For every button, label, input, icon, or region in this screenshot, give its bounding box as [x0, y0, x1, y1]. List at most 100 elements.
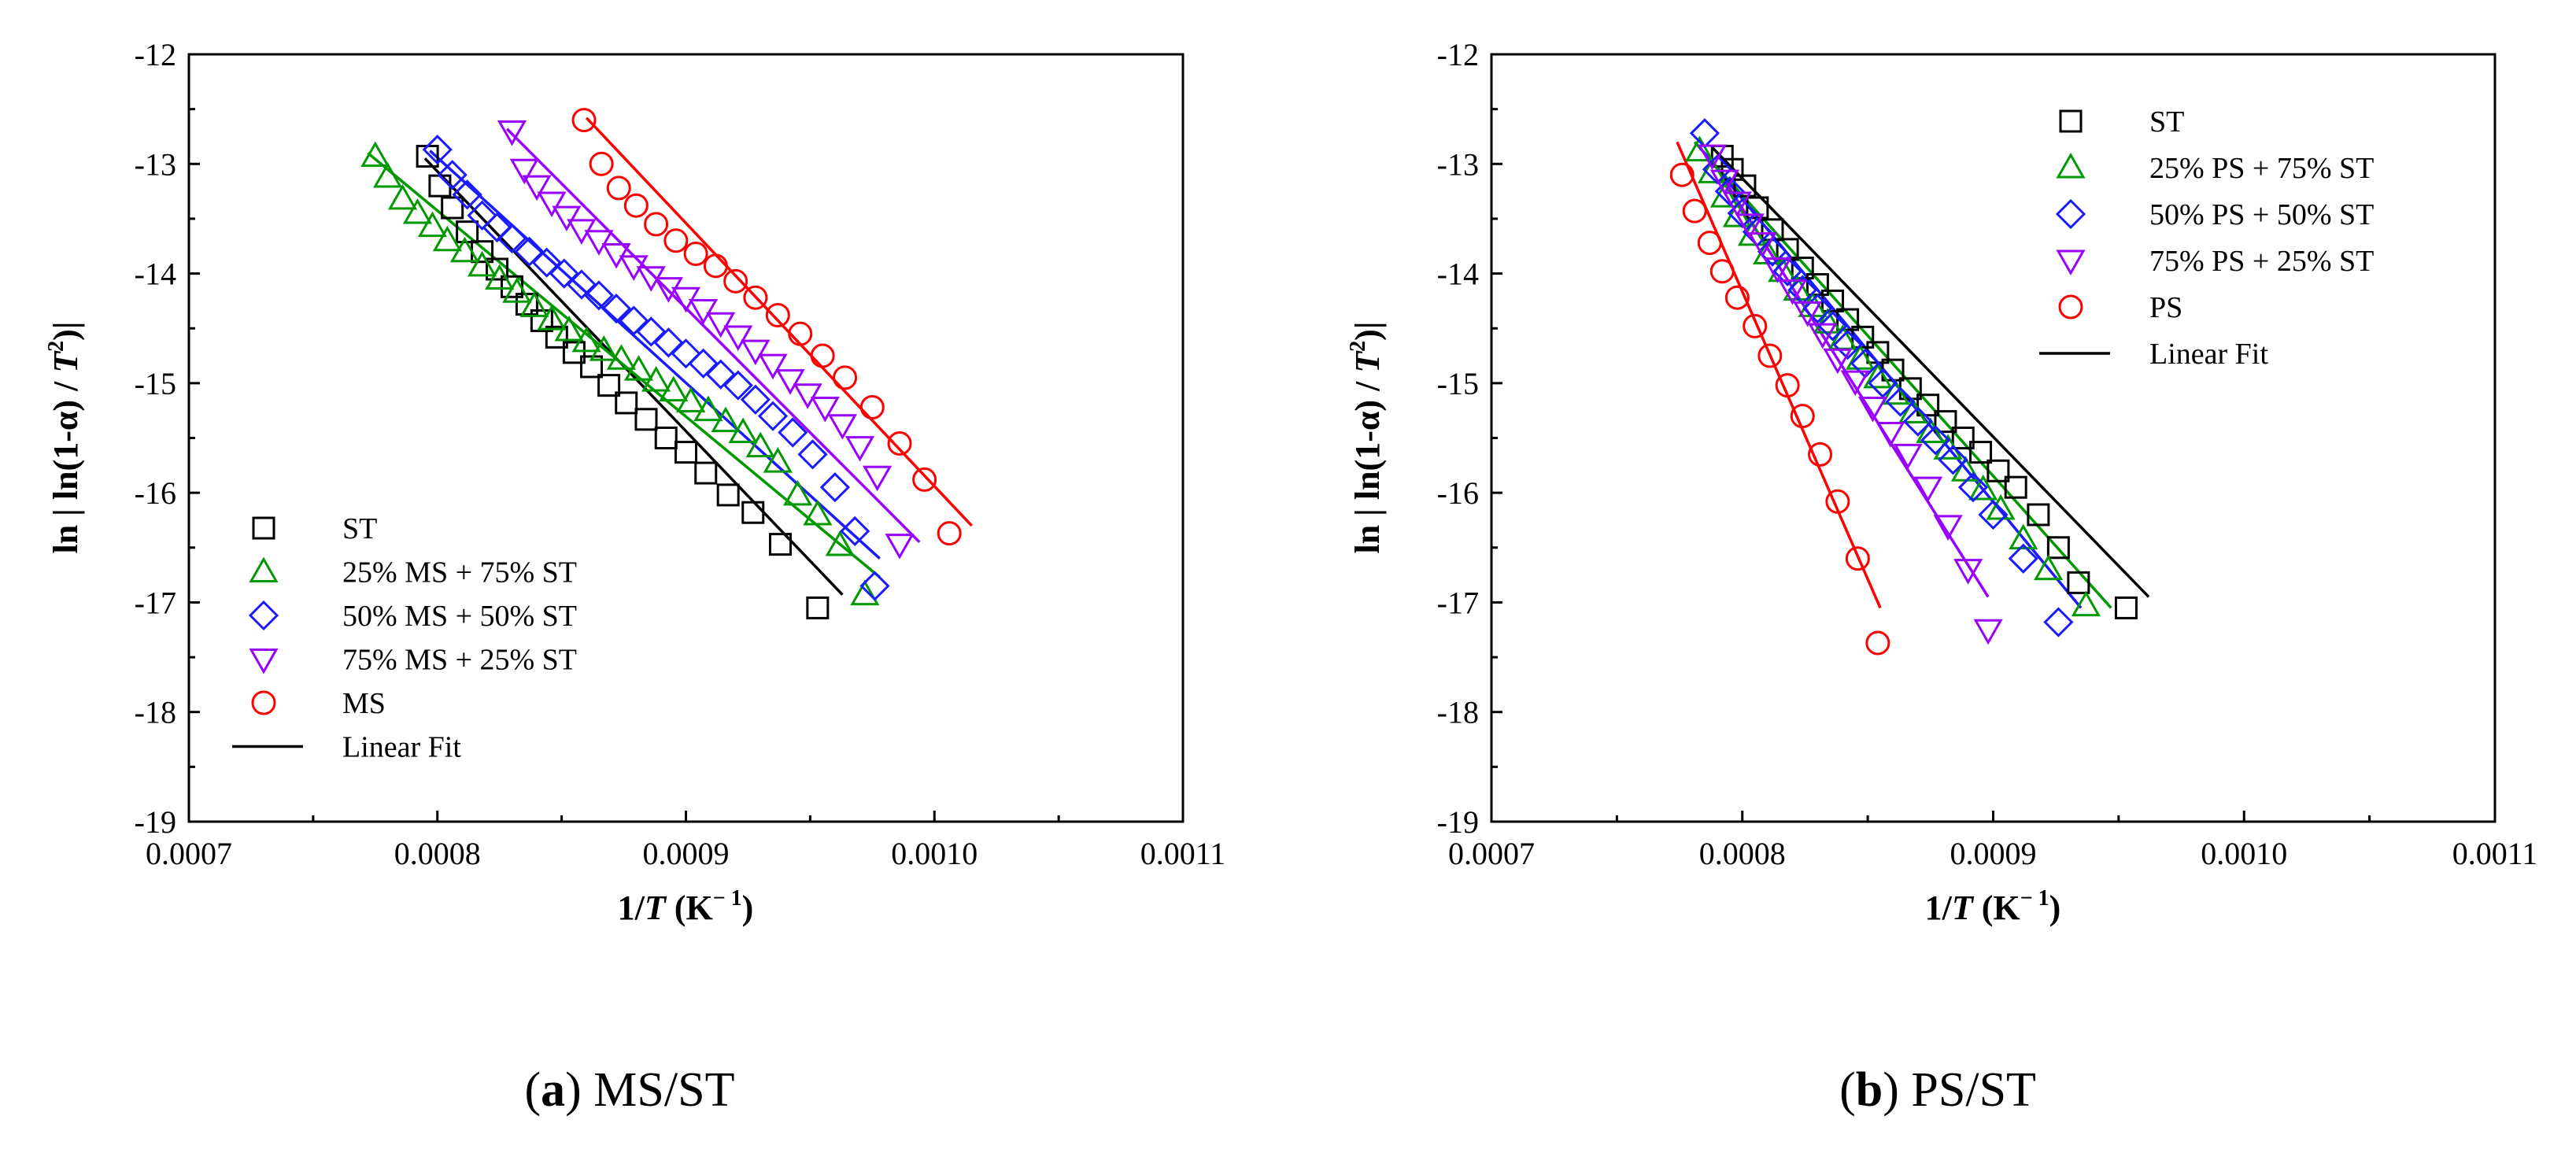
- point-25-ms-75-st: [432, 225, 462, 252]
- point-50-ps-50-st: [2043, 607, 2074, 637]
- point-25-ms-75-st: [623, 355, 654, 381]
- point-st: [674, 441, 697, 464]
- point-50-ms-50-st: [740, 384, 771, 415]
- point-st: [716, 483, 740, 507]
- point-25-ms-75-st: [803, 499, 833, 526]
- point-50-ms-50-st: [688, 348, 719, 379]
- x-tick-label: 0.0011: [1140, 836, 1226, 871]
- point-st: [486, 257, 509, 281]
- legend-marker-ms: [251, 690, 276, 715]
- point-75-ps-25-st: [1857, 397, 1888, 423]
- point-ms: [723, 268, 748, 294]
- point-st: [1951, 427, 1975, 449]
- point-75-ps-25-st: [1840, 370, 1870, 397]
- point-50-ms-50-st: [636, 316, 667, 347]
- point-st: [530, 309, 553, 332]
- legend-marker-50-ps-50-st: [2055, 198, 2086, 230]
- point-50-ms-50-st: [653, 327, 684, 358]
- point-st: [441, 196, 464, 220]
- point-75-ms-25-st: [723, 325, 753, 351]
- point-50-ps-50-st: [1802, 294, 1833, 324]
- point-ps: [1709, 259, 1735, 284]
- point-50-ms-50-st: [452, 179, 482, 210]
- y-tick-label: -12: [1437, 37, 1479, 72]
- point-50-ps-50-st: [1978, 499, 2009, 530]
- legend-label-75-ms-25-st: 75% MS + 25% ST: [342, 644, 577, 677]
- y-tick-label: -19: [135, 804, 176, 840]
- point-75-ms-25-st: [741, 339, 771, 366]
- point-st: [1791, 257, 1814, 280]
- point-st: [615, 391, 638, 415]
- point-ms: [683, 242, 708, 266]
- legend-label-st: ST: [342, 512, 377, 545]
- point-st: [634, 408, 658, 431]
- point-ms: [887, 430, 912, 456]
- point-25-ps-75-st: [1845, 344, 1876, 370]
- fit-line-50-ms-50-st: [429, 150, 881, 560]
- point-25-ms-75-st: [850, 579, 880, 606]
- point-25-ms-75-st: [641, 366, 671, 392]
- point-75-ms-25-st: [758, 353, 788, 380]
- point-25-ms-75-st: [728, 417, 758, 444]
- point-75-ms-25-st: [863, 465, 893, 492]
- point-ms: [644, 212, 669, 237]
- point-50-ps-50-st: [1702, 154, 1732, 185]
- fit-line-75-ms-25-st: [505, 127, 921, 544]
- x-tick-label: 0.0010: [891, 836, 978, 871]
- point-25-ps-75-st: [2034, 554, 2064, 581]
- point-st: [1987, 459, 2010, 482]
- point-st: [515, 293, 538, 316]
- point-ms: [833, 365, 858, 390]
- point-ps: [1775, 373, 1800, 398]
- legend-marker-st: [2059, 109, 2083, 133]
- point-25-ps-75-st: [1863, 362, 1893, 389]
- point-50-ps-50-st: [1757, 236, 1788, 267]
- panel-b: 0.0007 0.0008 0.0009 0.0010 0.0011 -12 -13 -14 -…: [1346, 37, 2537, 1117]
- point-25-ms-75-st: [825, 530, 855, 556]
- point-25-ms-75-st: [537, 305, 567, 331]
- point-50-ms-50-st: [601, 294, 632, 324]
- legend-label-ps: PS: [2149, 291, 2182, 324]
- point-75-ms-25-st: [689, 299, 719, 325]
- point-ms: [765, 303, 790, 327]
- point-ps: [1757, 343, 1783, 368]
- point-75-ms-25-st: [497, 120, 527, 146]
- point-ps: [1865, 630, 1890, 656]
- point-50-ms-50-st: [619, 305, 649, 336]
- legend-b: ST 25% PS + 75% ST 50% PS + 50% ST 75% PS +…: [2039, 105, 2374, 371]
- point-st: [1934, 410, 1957, 434]
- ticks-b: 0.0007 0.0008 0.0009 0.0010 0.0011 -12 -13 -14 -…: [1437, 37, 2538, 871]
- legend-marker-75-ms-25-st: [249, 649, 279, 674]
- fit-line-st: [1711, 146, 2150, 598]
- fit-line-ms: [585, 116, 973, 527]
- point-25-ms-75-st: [571, 326, 601, 353]
- point-75-ps-25-st: [1808, 323, 1838, 349]
- x-axis-title-a: 1/T (K− 1): [618, 886, 754, 927]
- legend-marker-50-ms-50-st: [248, 600, 279, 631]
- point-25-ps-75-st: [1684, 135, 1715, 162]
- point-75-ps-25-st: [1722, 191, 1752, 218]
- point-ms: [589, 151, 614, 176]
- y-tick-label: -14: [1437, 257, 1479, 292]
- point-50-ps-50-st: [2008, 543, 2038, 574]
- point-25-ms-75-st: [606, 344, 636, 370]
- point-25-ps-75-st: [1709, 182, 1740, 208]
- point-ms: [606, 176, 631, 201]
- x-tick-label: 0.0011: [2452, 836, 2538, 871]
- fit-line-25-ms-75-st: [367, 152, 881, 578]
- point-25-ps-75-st: [1986, 494, 2016, 520]
- point-st: [2067, 571, 2090, 594]
- point-st: [428, 174, 452, 198]
- point-50-ms-50-st: [549, 258, 579, 289]
- point-50-ms-50-st: [422, 135, 453, 165]
- point-50-ps-50-st: [1938, 445, 1968, 475]
- legend-a: ST 25% MS + 75% ST 50% MS + 50% ST 75% MS +…: [232, 512, 577, 764]
- point-75-ps-25-st: [1777, 279, 1808, 305]
- point-50-ms-50-st: [671, 338, 701, 369]
- point-25-ms-75-st: [554, 315, 584, 342]
- point-75-ms-25-st: [706, 312, 736, 338]
- point-50-ms-50-st: [583, 280, 615, 311]
- point-50-ms-50-st: [840, 515, 870, 547]
- point-ms: [571, 108, 597, 133]
